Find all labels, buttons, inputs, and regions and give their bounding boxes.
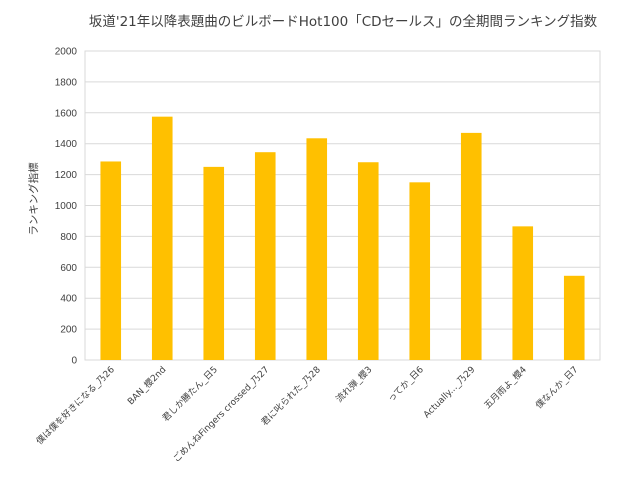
y-tick-label: 600 [60, 263, 77, 274]
chart-title: 坂道'21年以降表題曲のビルボードHot100「CDセールス」の全期間ランキング… [89, 13, 598, 30]
bar [512, 226, 534, 360]
y-tick-label: 1000 [55, 201, 78, 212]
bar [306, 138, 328, 360]
y-tick-label: 1200 [55, 170, 78, 181]
x-tick-label: ごめんねFingers crossed_乃27 [170, 364, 271, 465]
bar [151, 116, 173, 360]
x-tick-label: 五月雨よ_櫻4 [481, 363, 529, 411]
y-tick-label: 2000 [55, 47, 78, 58]
x-tick-label: ってか_日6 [386, 364, 426, 404]
x-tick-label: 流れ弾_櫻3 [333, 364, 374, 405]
y-tick-label: 1800 [55, 77, 78, 88]
y-axis-ticks: 0 200 400 600 800 1000 1200 1400 1600 1800 2000 [55, 47, 78, 367]
y-tick-label: 1600 [55, 108, 78, 119]
x-tick-label: 僕は僕を好きになる_乃26 [33, 363, 117, 447]
bar [357, 162, 379, 360]
y-tick-label: 200 [60, 325, 77, 336]
bar [254, 152, 276, 360]
x-tick-label: 君しか勝たん_日5 [160, 364, 220, 424]
bar [460, 132, 482, 360]
y-tick-label: 0 [71, 356, 77, 367]
x-tick-label: Actually..._乃29 [421, 364, 477, 420]
y-tick-label: 800 [60, 232, 77, 243]
bar [100, 161, 122, 360]
y-tick-label: 400 [60, 294, 77, 305]
bars [100, 116, 585, 360]
x-tick-label: 僕なんか_日7 [533, 364, 581, 412]
x-axis-labels: 僕は僕を好きになる_乃26 BAN_櫻2nd君しか勝たん_日5ごめんねFinger… [33, 363, 580, 464]
y-axis-label: ランキング指標 [27, 162, 40, 236]
y-tick-label: 1400 [55, 139, 78, 150]
x-tick-label: BAN_櫻2nd [125, 364, 169, 408]
bar [203, 166, 225, 360]
bar [409, 182, 431, 360]
bar [563, 275, 585, 360]
